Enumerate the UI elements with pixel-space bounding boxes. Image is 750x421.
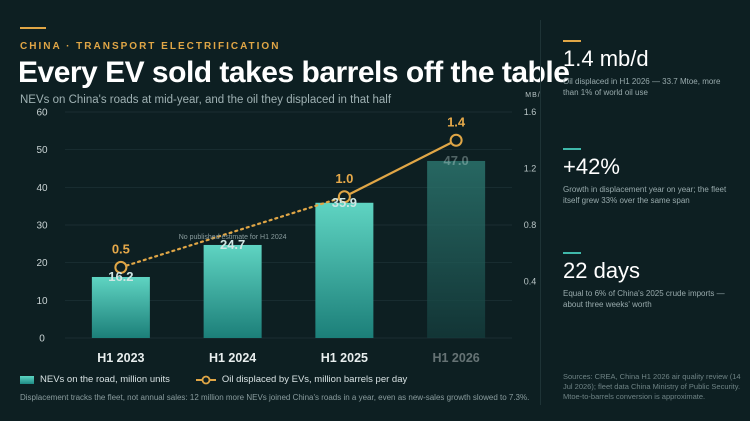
y2-tick-label: 0.4 (524, 277, 537, 287)
gap-annotation: No published estimate for H1 2024 (179, 234, 287, 241)
kpi-oil-displaced: 1.4 mb/d Oil displaced in H1 2026 — 33.7… (563, 40, 738, 98)
kpi-value: 1.4 mb/d (563, 46, 649, 71)
line-segment (119, 195, 346, 269)
chart: 0 10 20 30 40 50 60 0.4 0.8 1.2 1.6 MB/D 16.2 H1 202… (36, 92, 540, 365)
y-tick-label: 20 (36, 258, 48, 269)
line-point (449, 133, 463, 147)
line-value-label: 1.0 (335, 171, 353, 186)
kpi-rule (563, 252, 581, 254)
kpi-value: 22 days (563, 258, 641, 283)
accent-rule (20, 27, 46, 29)
y-tick-label: 10 (36, 296, 48, 307)
kicker: CHINA · TRANSPORT ELECTRIFICATION (20, 41, 281, 52)
line-point (114, 260, 128, 274)
kpi-desc: Oil displaced in H1 2026 — 33.7 Mtoe, mo… (563, 77, 721, 97)
kpi-rule (563, 40, 581, 42)
legend-line-label: Oil displaced by EVs, million barrels pe… (221, 374, 408, 385)
bar (91, 276, 150, 338)
line-point (337, 190, 351, 204)
legend-bar-swatch (20, 375, 34, 384)
legend-bar-label: NEVs on the road, million units (40, 374, 170, 385)
y-tick-label: 40 (36, 183, 48, 194)
line-value-label: 0.5 (112, 241, 130, 256)
kpi-desc: Growth in displacement year on year; the… (563, 185, 727, 205)
x-category-label: H1 2025 (321, 351, 368, 365)
bar-value-label: 47.0 (443, 153, 468, 168)
y-tick-label: 30 (36, 221, 48, 232)
page-subtitle: NEVs on China's roads at mid-year, and t… (20, 94, 392, 106)
y-tick-label: 50 (36, 145, 48, 156)
legend: NEVs on the road, million units Oil disp… (20, 374, 407, 385)
legend-line-swatch (195, 375, 216, 384)
y-tick-label: 0 (39, 334, 45, 345)
kpi-value: +42% (563, 154, 620, 179)
x-category-label: H1 2026 (432, 351, 479, 365)
kpi-import-days: 22 days Equal to 6% of China's 2025 crud… (563, 252, 738, 310)
bar-value-label: 35.9 (332, 195, 357, 210)
y-tick-label: 60 (36, 108, 48, 119)
y2-unit-label: MB/D (525, 92, 540, 99)
sources-note: Sources: CREA, China H1 2026 air quality… (563, 372, 741, 401)
kpi-growth: +42% Growth in displacement year on year… (563, 148, 738, 206)
bar (203, 244, 262, 338)
bar (315, 202, 374, 338)
x-category-label: H1 2024 (209, 351, 256, 365)
y2-tick-label: 1.6 (524, 107, 537, 117)
footnote: Displacement tracks the fleet, not annua… (20, 393, 530, 402)
kpi-desc: Equal to 6% of China's 2025 crude import… (563, 289, 725, 309)
x-category-label: H1 2023 (97, 351, 144, 365)
y2-tick-label: 1.2 (524, 164, 537, 174)
sidebar-divider (540, 20, 541, 405)
y2-tick-label: 0.8 (524, 220, 537, 230)
kpi-rule (563, 148, 581, 150)
line-segment (343, 139, 458, 198)
bar-value-label: 24.7 (220, 237, 245, 252)
line-value-label: 1.4 (447, 114, 466, 129)
page-title: Every EV sold takes barrels off the tabl… (18, 56, 570, 89)
bar-value-label: 16.2 (108, 269, 133, 284)
bar (427, 160, 486, 338)
